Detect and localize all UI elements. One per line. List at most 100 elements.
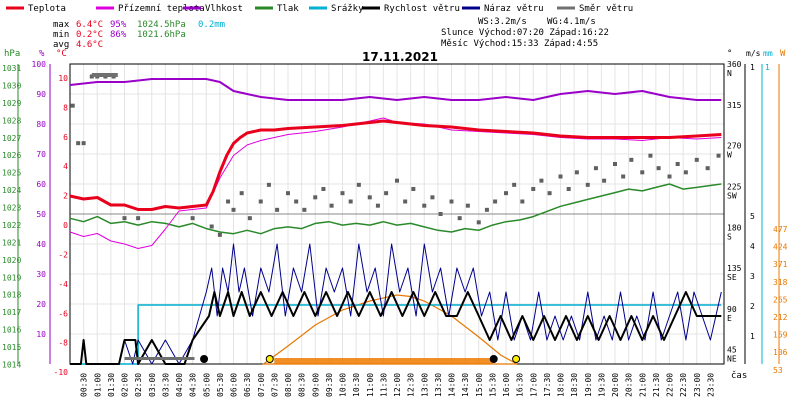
x-tick-label: 12:30 xyxy=(407,373,416,397)
wind-dir-point xyxy=(367,195,372,200)
info-sun: Slunce Východ:07:20 Západ:16:22 xyxy=(441,28,609,38)
wind-dir-point xyxy=(648,153,653,158)
hpa-tick-label: 1022 xyxy=(2,221,21,230)
series xyxy=(69,73,722,365)
w-tick-label: 424 xyxy=(773,243,788,252)
pct-tick-label: 90 xyxy=(36,90,46,99)
dir-tick-letter: N xyxy=(727,69,732,78)
x-tick-label: 11:30 xyxy=(379,373,388,397)
wind-dir-point xyxy=(190,216,195,221)
x-tick-label: 20:00 xyxy=(611,373,620,397)
x-tick-label: 16:00 xyxy=(502,373,511,397)
legend-label: Vlhkost xyxy=(205,4,243,14)
hpa-tick-label: 1015 xyxy=(2,343,21,352)
wind-dir-point xyxy=(602,178,607,183)
moonset-marker xyxy=(200,355,209,363)
hpa-tick-label: 1030 xyxy=(2,81,21,90)
wind-dir-point xyxy=(449,199,454,204)
wind-dir-point xyxy=(239,191,244,196)
legend-label: Teplota xyxy=(28,4,66,14)
ms-tick-label: 5 xyxy=(750,212,755,221)
dir-tick-letter: SE xyxy=(727,273,737,282)
x-tick-label: 03:30 xyxy=(161,373,170,397)
stat-avg-label: avg xyxy=(53,40,69,50)
hpa-tick-label: 1025 xyxy=(2,169,21,178)
dir-tick-label: 270 xyxy=(727,142,742,151)
x-tick-label: 22:30 xyxy=(679,373,688,397)
axes: 1031103010291028102710261025102410231022… xyxy=(2,60,788,377)
wind-dir-point xyxy=(465,203,470,208)
legend-label: Náraz větru xyxy=(484,4,544,14)
pct-tick-label: 80 xyxy=(36,120,46,129)
x-tick-label: 22:00 xyxy=(666,373,675,397)
wind-dir-point xyxy=(520,199,525,204)
pct-tick-label: 30 xyxy=(36,270,46,279)
temp-tick-label: 2 xyxy=(63,192,68,201)
x-tick-label: 09:30 xyxy=(325,373,334,397)
x-tick-label: 07:00 xyxy=(257,373,266,397)
temp-tick-label: 10 xyxy=(58,74,68,83)
dir-tick-label: 135 xyxy=(727,264,742,273)
hpa-tick-label: 1021 xyxy=(2,238,21,247)
hpa-tick-label: 1028 xyxy=(2,116,21,125)
x-tick-label: 20:30 xyxy=(625,373,634,397)
wind-dir-point xyxy=(247,216,252,221)
wind-dir-point xyxy=(275,207,280,212)
x-tick-label: 12:00 xyxy=(393,373,402,397)
ms-tick-label: 2 xyxy=(750,302,755,311)
wind-dir-point xyxy=(266,182,271,187)
temp-tick-label: 4 xyxy=(63,162,68,171)
stat-max-label: max xyxy=(53,20,70,30)
axis-title-w: W xyxy=(780,49,786,59)
wind-dir-point xyxy=(403,199,408,204)
pct-tick-label: 20 xyxy=(36,300,46,309)
wind-dir-point xyxy=(574,170,579,175)
hpa-tick-label: 1016 xyxy=(2,326,21,335)
wind-dir-point xyxy=(313,195,318,200)
dir-tick-label: 360 xyxy=(727,60,742,69)
wind-dir-point xyxy=(621,174,626,179)
w-tick-label: 265 xyxy=(773,295,788,304)
wind-dir-point xyxy=(422,203,427,208)
solar-base-band xyxy=(274,358,493,364)
dir-tick-letter: S xyxy=(727,232,732,241)
x-tick-label: 01:00 xyxy=(93,373,102,397)
ms-tick-label: 1 xyxy=(750,332,755,341)
w-tick-label: 53 xyxy=(773,366,783,375)
axis-title-ms: m/s xyxy=(746,49,761,58)
hpa-tick-label: 1018 xyxy=(2,291,21,300)
wind-dir-point xyxy=(675,162,680,166)
x-tick-label: 18:00 xyxy=(557,373,566,397)
wind-dir-point xyxy=(667,174,672,179)
grid xyxy=(69,63,725,365)
wind-dir-point xyxy=(356,182,361,187)
x-tick-label: 14:30 xyxy=(461,373,470,397)
x-tick-label: 17:00 xyxy=(529,373,538,397)
hpa-tick-label: 1029 xyxy=(2,99,21,108)
axis-titles: hPa % °C ° m/s mm W xyxy=(4,49,786,59)
stat-max-temp: 6.4°C xyxy=(76,20,103,30)
dir-tick-letter: E xyxy=(727,314,732,323)
stats-block: max 6.4°C 95% 1024.5hPa 0.2mm min 0.2°C … xyxy=(53,20,225,50)
x-axis-label: čas xyxy=(731,370,747,381)
dir-tick-label: 45 xyxy=(727,346,737,355)
dir-tick-label: 225 xyxy=(727,182,742,191)
moonrise-marker xyxy=(489,355,498,363)
temp-tick-label: -8 xyxy=(58,339,68,348)
hpa-tick-label: 1019 xyxy=(2,273,21,282)
x-tick-label: 14:00 xyxy=(448,373,457,397)
x-tick-label: 10:30 xyxy=(352,373,361,397)
x-tick-label: 13:00 xyxy=(420,373,429,397)
axis-title-hpa: hPa xyxy=(4,49,20,59)
legend-label: Srážky xyxy=(331,4,364,14)
wind-dir-point xyxy=(694,157,699,162)
wind-dir-point xyxy=(226,199,231,204)
wind-dir-point xyxy=(484,207,489,212)
wind-dir-point xyxy=(375,203,380,208)
w-tick-label: 318 xyxy=(773,278,788,287)
wind-dir-point xyxy=(136,216,141,221)
wind-dir-point xyxy=(411,187,416,191)
wind-dir-point xyxy=(70,103,75,108)
legend-label: Rychlost větru xyxy=(384,4,460,14)
wind-dir-point xyxy=(384,191,389,196)
